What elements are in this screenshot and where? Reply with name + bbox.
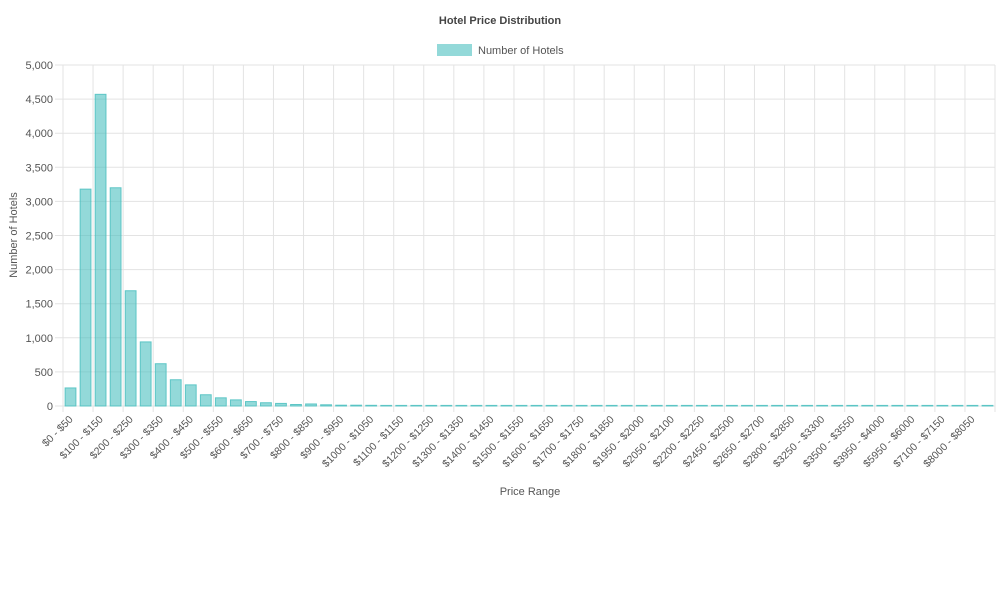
y-tick-label: 3,000 bbox=[25, 196, 53, 208]
bar[interactable] bbox=[109, 187, 122, 407]
bar[interactable] bbox=[966, 404, 979, 407]
y-tick-label: 0 bbox=[47, 401, 53, 413]
bar[interactable] bbox=[350, 404, 363, 407]
bar[interactable] bbox=[981, 404, 994, 407]
bar[interactable] bbox=[846, 404, 859, 407]
bar[interactable] bbox=[440, 404, 453, 407]
bar[interactable] bbox=[214, 397, 227, 407]
x-axis-ticks: $0 - $50$100 - $150$200 - $250$300 - $35… bbox=[40, 414, 978, 470]
bar[interactable] bbox=[921, 404, 934, 407]
y-tick-label: 1,000 bbox=[25, 333, 53, 345]
y-tick-label: 2,500 bbox=[25, 231, 53, 243]
bar[interactable] bbox=[726, 404, 738, 407]
bar[interactable] bbox=[425, 404, 438, 407]
bar[interactable] bbox=[335, 404, 348, 407]
y-axis-title: Number of Hotels bbox=[8, 192, 20, 278]
bar[interactable] bbox=[515, 404, 528, 407]
chart-title: Hotel Price Distribution bbox=[439, 15, 562, 27]
bar[interactable] bbox=[530, 404, 543, 407]
bar[interactable] bbox=[936, 404, 949, 407]
bar[interactable] bbox=[816, 404, 829, 407]
bar[interactable] bbox=[575, 404, 588, 407]
y-tick-label: 1,500 bbox=[25, 299, 53, 311]
y-axis-ticks: 0 500 1,000 1,500 2,000 2,500 3,000 3,500 4,000 4… bbox=[25, 60, 53, 413]
bar[interactable] bbox=[951, 404, 964, 407]
bar[interactable] bbox=[154, 363, 167, 407]
bar[interactable] bbox=[94, 93, 107, 407]
bar[interactable] bbox=[695, 404, 708, 407]
bar[interactable] bbox=[801, 404, 814, 407]
bar[interactable] bbox=[139, 341, 152, 407]
legend-label: Number of Hotels bbox=[478, 45, 564, 57]
bar[interactable] bbox=[485, 404, 498, 407]
legend[interactable]: Number of Hotels bbox=[437, 44, 564, 57]
y-tick-label: 4,500 bbox=[25, 94, 53, 106]
bar[interactable] bbox=[199, 394, 212, 407]
bar[interactable] bbox=[290, 403, 302, 407]
bar[interactable] bbox=[470, 404, 483, 407]
bar[interactable] bbox=[305, 403, 317, 407]
grid-lines bbox=[55, 64, 996, 412]
bar[interactable] bbox=[771, 404, 783, 407]
bar[interactable] bbox=[260, 402, 272, 407]
bar[interactable] bbox=[124, 290, 137, 407]
bar[interactable] bbox=[635, 404, 648, 407]
bar[interactable] bbox=[455, 404, 468, 407]
y-tick-label: 2,000 bbox=[25, 265, 53, 277]
bar[interactable] bbox=[275, 402, 287, 407]
y-tick-label: 500 bbox=[35, 367, 53, 379]
bar[interactable] bbox=[395, 404, 408, 407]
bar[interactable] bbox=[861, 404, 874, 407]
bar[interactable] bbox=[64, 387, 77, 407]
bar[interactable] bbox=[710, 404, 723, 407]
bar[interactable] bbox=[665, 404, 678, 407]
bar[interactable] bbox=[79, 188, 92, 407]
bar[interactable] bbox=[605, 404, 618, 407]
bar[interactable] bbox=[650, 404, 663, 407]
bar[interactable] bbox=[229, 399, 242, 407]
bar[interactable] bbox=[560, 404, 573, 407]
bar[interactable] bbox=[184, 384, 197, 407]
bar[interactable] bbox=[891, 404, 904, 407]
bar[interactable] bbox=[545, 404, 558, 407]
y-tick-label: 3,500 bbox=[25, 162, 53, 174]
bar[interactable] bbox=[906, 404, 919, 407]
y-tick-label: 4,000 bbox=[25, 128, 53, 140]
x-axis-title: Price Range bbox=[500, 486, 561, 498]
bar[interactable] bbox=[244, 401, 257, 407]
bar[interactable] bbox=[741, 404, 753, 407]
bar[interactable] bbox=[756, 404, 768, 407]
bar[interactable] bbox=[680, 404, 693, 407]
bar[interactable] bbox=[786, 404, 798, 407]
bar[interactable] bbox=[831, 404, 844, 407]
bar[interactable] bbox=[380, 404, 393, 407]
bar[interactable] bbox=[410, 404, 423, 407]
bar[interactable] bbox=[620, 404, 633, 407]
bar[interactable] bbox=[590, 404, 603, 407]
bar[interactable] bbox=[876, 404, 889, 407]
bars bbox=[64, 93, 994, 407]
bar[interactable] bbox=[169, 379, 182, 407]
bar[interactable] bbox=[365, 404, 378, 407]
legend-swatch bbox=[437, 44, 472, 56]
bar[interactable] bbox=[500, 404, 513, 407]
bar[interactable] bbox=[320, 404, 332, 407]
y-tick-label: 5,000 bbox=[25, 60, 53, 72]
